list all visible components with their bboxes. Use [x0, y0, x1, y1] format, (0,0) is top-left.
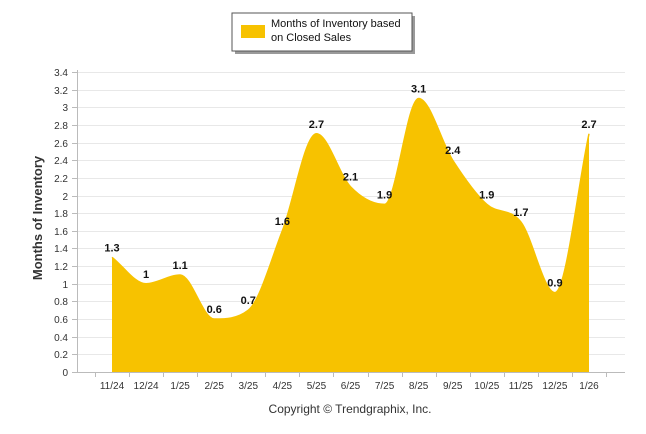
x-tick-label: 12/25 [542, 381, 567, 392]
data-label: 2.4 [445, 145, 461, 157]
y-tick-label: 2.8 [54, 121, 68, 132]
data-label: 1.7 [513, 207, 528, 219]
x-tick-label: 4/25 [273, 381, 293, 392]
legend: Months of Inventory based on Closed Sale… [231, 12, 415, 54]
legend-line-2: on Closed Sales [271, 32, 352, 44]
data-label: 1.9 [377, 189, 392, 201]
y-tick-label: 1.8 [54, 209, 68, 220]
area-fill [112, 98, 589, 372]
y-tick-label: 0.2 [54, 350, 68, 361]
area-series [111, 97, 590, 372]
y-tick-label: 0 [62, 368, 68, 379]
x-tick-label: 9/25 [443, 381, 463, 392]
y-tick-label: 1 [62, 280, 68, 291]
y-tick-label: 1.4 [54, 244, 68, 255]
data-label: 1.6 [275, 216, 290, 228]
y-tick-labels: 0 0.2 0.4 0.6 0.8 1 1.2 1.4 1.6 1.8 2 2.2 2.4 2.6 2.8 3… [54, 68, 68, 379]
y-tick-label: 2.2 [54, 174, 68, 185]
x-tick-label: 8/25 [409, 381, 429, 392]
y-tick-label: 3.4 [54, 68, 68, 79]
data-label: 2.7 [581, 119, 596, 131]
copyright-text: Copyright © Trendgraphix, Inc. [269, 402, 432, 416]
x-tick-label: 1/26 [579, 381, 599, 392]
x-tick-label: 11/24 [100, 381, 125, 392]
axes [77, 70, 625, 377]
legend-swatch [241, 25, 265, 38]
x-tick-label: 11/25 [509, 381, 534, 392]
y-tick-label: 0.8 [54, 297, 68, 308]
y-tick-label: 3 [62, 103, 68, 114]
y-tick-label: 2.6 [54, 139, 68, 150]
data-labels: 1.3 1 1.1 0.6 0.7 1.6 2.7 2.1 1.9 3.1 2.4 1.9 1.7 0.9… [104, 83, 596, 316]
x-tick-label: 1/25 [170, 381, 190, 392]
legend-line-1: Months of Inventory based [271, 18, 401, 30]
data-label: 2.7 [309, 119, 324, 131]
data-label: 0.7 [241, 295, 256, 307]
data-label: 1.9 [479, 189, 494, 201]
data-label: 0.6 [207, 304, 222, 316]
x-tick-label: 7/25 [375, 381, 395, 392]
y-tick-label: 1.6 [54, 227, 68, 238]
y-axis-title: Months of Inventory [30, 155, 45, 280]
data-label: 2.1 [343, 172, 358, 184]
data-label: 1.1 [172, 260, 187, 272]
x-tick-label: 6/25 [341, 381, 361, 392]
x-tick-label: 12/24 [134, 381, 159, 392]
y-tick-label: 2.4 [54, 156, 68, 167]
x-tick-label: 3/25 [239, 381, 259, 392]
data-label: 1 [143, 269, 149, 281]
data-label: 1.3 [104, 242, 119, 254]
y-tick-label: 0.4 [54, 333, 68, 344]
x-tick-label: 2/25 [204, 381, 224, 392]
x-tick-label: 5/25 [307, 381, 327, 392]
y-tick-label: 2 [62, 192, 68, 203]
area-line [111, 97, 590, 320]
x-tick-label: 10/25 [474, 381, 499, 392]
data-label: 3.1 [411, 83, 426, 95]
y-tick-label: 1.2 [54, 262, 68, 273]
y-tick-label: 3.2 [54, 86, 68, 97]
data-label: 0.9 [547, 278, 562, 290]
x-tick-labels: 11/24 12/24 1/25 2/25 3/25 4/25 5/25 6/25 7/25 8/… [100, 381, 599, 392]
y-tick-label: 0.6 [54, 315, 68, 326]
